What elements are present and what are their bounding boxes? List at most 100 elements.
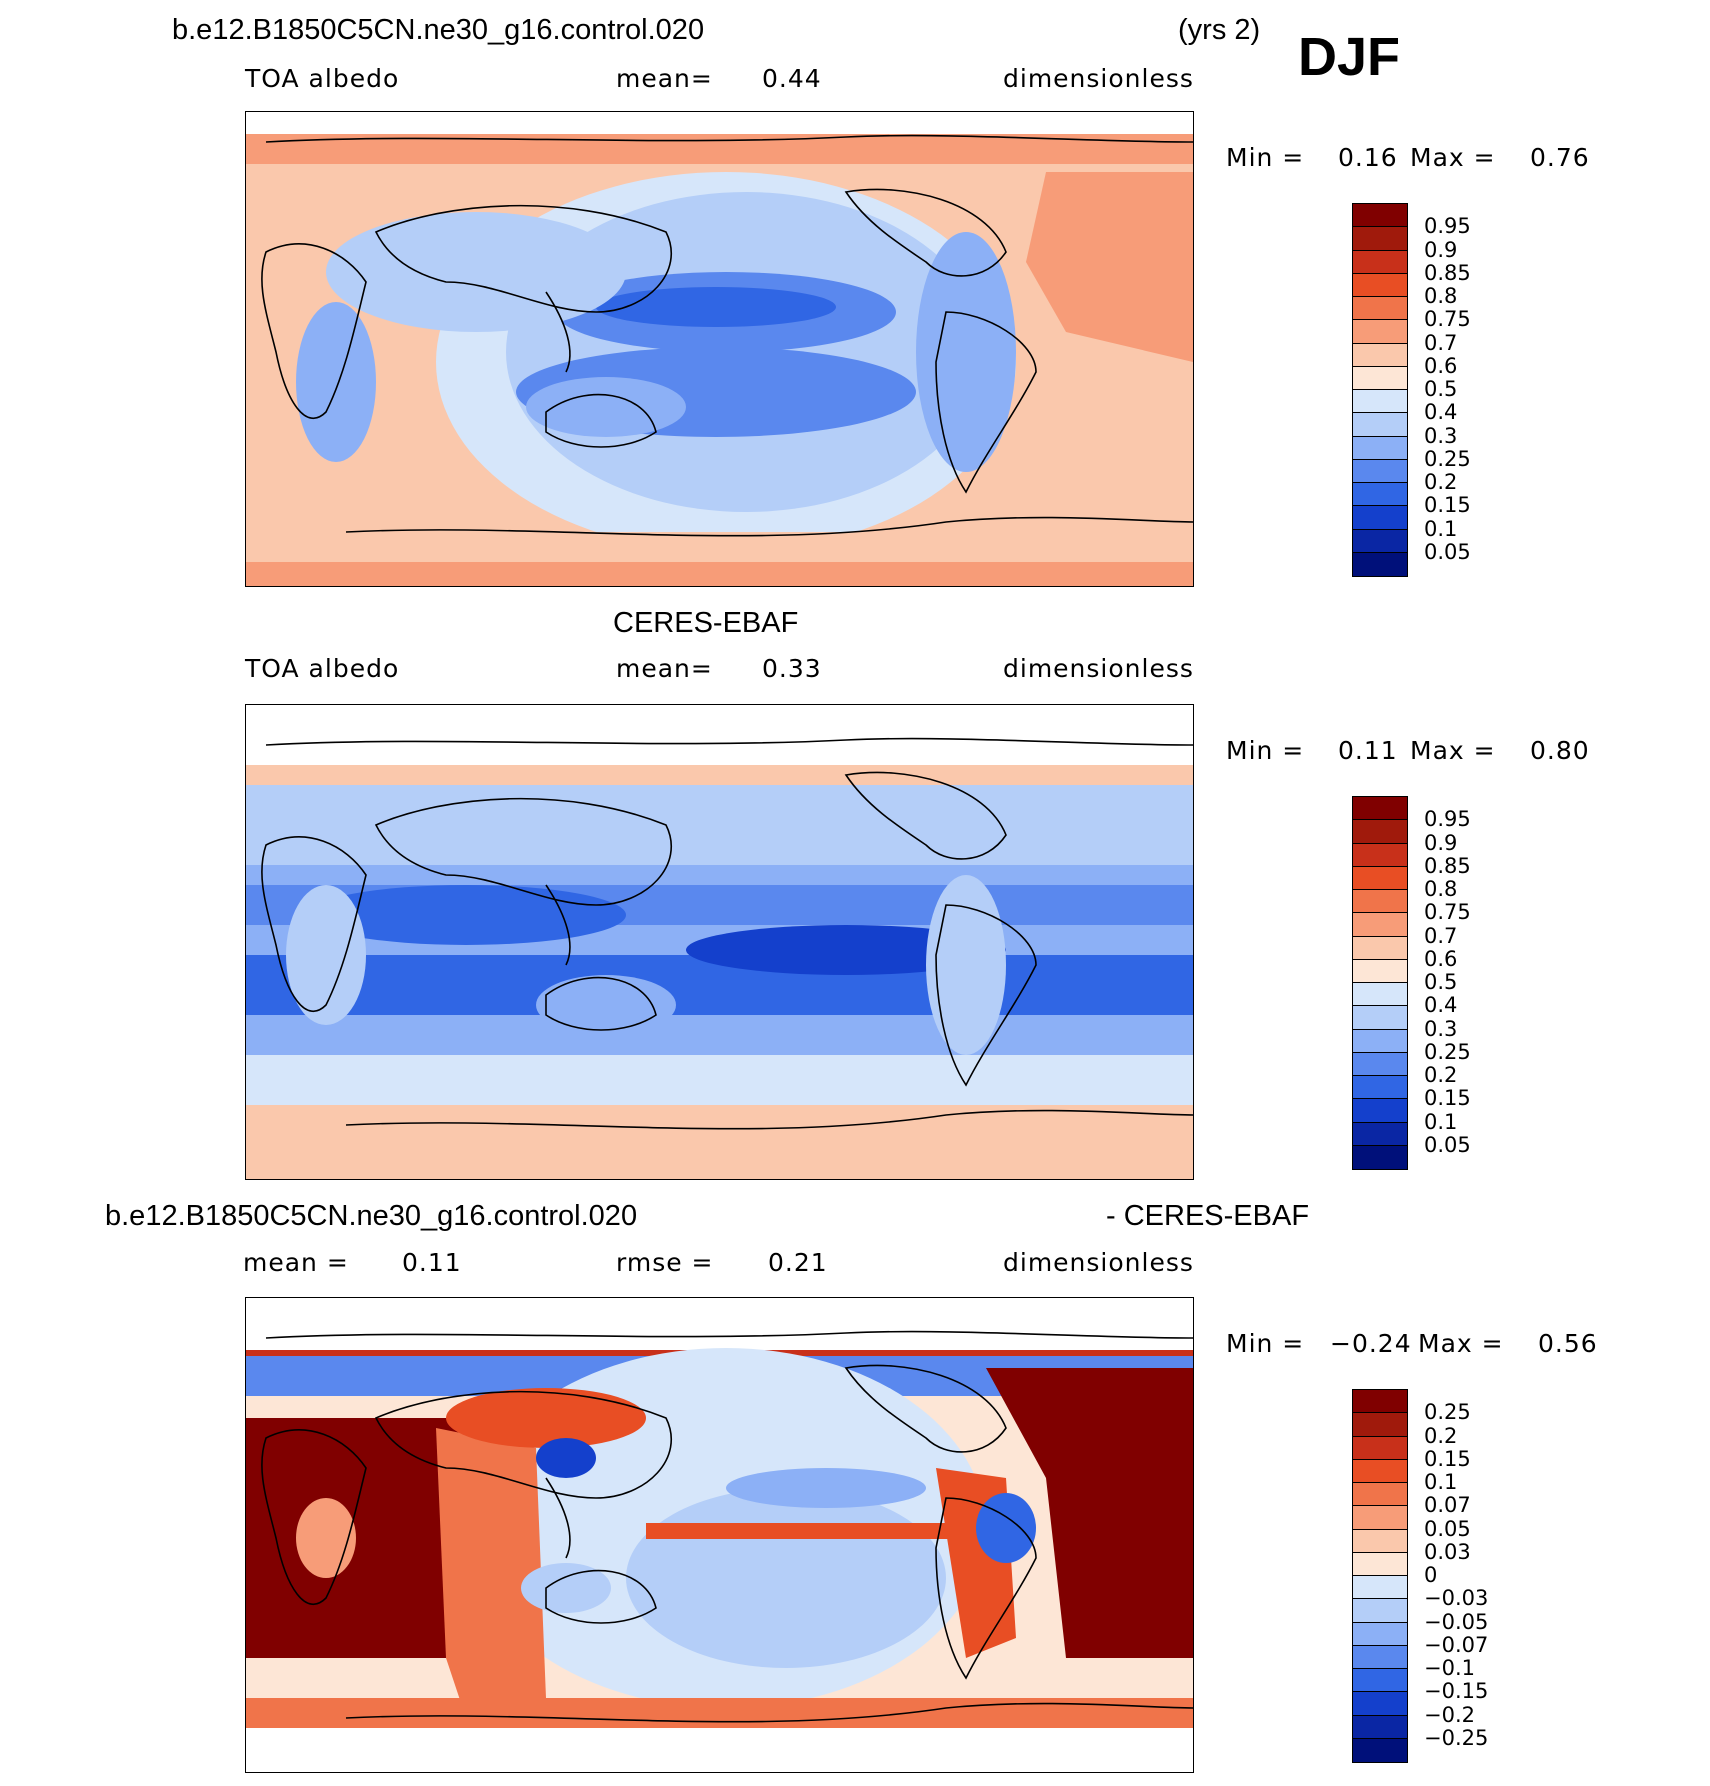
colorbar-swatch [1353, 1459, 1407, 1483]
colorbar-swatch [1353, 936, 1407, 960]
colorbar-swatch [1353, 552, 1407, 576]
colorbar-swatch [1353, 390, 1407, 414]
colorbar-swatch [1353, 1122, 1407, 1146]
colorbar-swatch [1353, 506, 1407, 530]
colorbar-swatch [1353, 866, 1407, 890]
colorbar-tick-label: 0.7 [1424, 330, 1458, 355]
colorbar-swatch [1353, 1076, 1407, 1100]
panel3-max-value: 0.56 [1538, 1329, 1598, 1358]
colorbar-swatch [1353, 273, 1407, 297]
colorbar-swatch [1353, 1669, 1407, 1693]
colorbar-swatch [1353, 1506, 1407, 1530]
colorbar-tick-label: 0.05 [1424, 539, 1471, 564]
colorbar-swatch [1353, 1052, 1407, 1076]
colorbar-swatch [1353, 1622, 1407, 1646]
colorbar-tick-label: 0.05 [1424, 1516, 1471, 1541]
colorbar-swatch [1353, 797, 1407, 821]
panel2-mean-value: 0.33 [762, 654, 822, 683]
season-label: DJF [1298, 27, 1401, 87]
colorbar-tick-label: −0.1 [1424, 1656, 1475, 1680]
panel3-min-label: Min = [1226, 1329, 1305, 1358]
colorbar-swatch [1353, 1715, 1407, 1739]
panel2-mean-label: mean= [616, 654, 713, 683]
colorbar-tick-label: 0.25 [1424, 1039, 1471, 1064]
panel1-max-value: 0.76 [1530, 143, 1590, 172]
colorbar-tick-label: −0.25 [1424, 1725, 1489, 1750]
colorbar-tick-label: 0.3 [1424, 1016, 1458, 1041]
panel2-title: CERES-EBAF [613, 607, 799, 639]
colorbar-swatch [1353, 459, 1407, 483]
colorbar-tick-label: 0.85 [1424, 260, 1471, 285]
colorbar-swatch [1353, 1599, 1407, 1623]
panel3-units: dimensionless [1003, 1248, 1194, 1277]
colorbar-swatch [1353, 227, 1407, 251]
colorbar-tick-label: 0.07 [1424, 1493, 1471, 1518]
colorbar-tick-label: 0.15 [1424, 1086, 1471, 1111]
colorbar-tick-label: 0.5 [1424, 377, 1458, 401]
colorbar-swatch [1353, 250, 1407, 274]
colorbar-tick-label: 0.8 [1424, 284, 1458, 308]
panel3-title: b.e12.B1850C5CN.ne30_g16.control.020 [105, 1200, 638, 1232]
panel3-rmse-label: rmse = [616, 1248, 714, 1277]
colorbar-tick-label: 0.4 [1424, 993, 1458, 1018]
colorbar-tick-label: 0.8 [1424, 877, 1458, 901]
panel3-title-right: - CERES-EBAF [1106, 1200, 1310, 1232]
panel2-var-label: TOA albedo [245, 654, 400, 683]
panel2-map [245, 704, 1194, 1180]
years-label: (yrs 2) [1178, 14, 1261, 46]
panel2-max-value: 0.80 [1530, 736, 1590, 765]
colorbar-tick-label: −0.07 [1424, 1632, 1489, 1657]
case-title: b.e12.B1850C5CN.ne30_g16.control.020 [172, 14, 705, 46]
colorbar-tick-label: 0 [1424, 1563, 1438, 1587]
colorbar-tick-label: 0.25 [1424, 1400, 1471, 1425]
colorbar-swatch [1353, 529, 1407, 553]
colorbar-tick-label: 0.15 [1424, 1446, 1471, 1471]
colorbar-swatch [1353, 1390, 1407, 1414]
colorbar-tick-label: 0.25 [1424, 446, 1471, 471]
colorbar-swatch [1353, 1483, 1407, 1507]
panel3-min-value: −0.24 [1330, 1329, 1412, 1358]
panel1-map [245, 111, 1194, 587]
colorbar-tick-label: 0.1 [1424, 516, 1458, 541]
panel1-units: dimensionless [1003, 64, 1194, 93]
colorbar-tick-label: 0.2 [1424, 1063, 1458, 1087]
colorbar-swatch [1353, 983, 1407, 1007]
colorbar-tick-label: 0.9 [1424, 830, 1458, 855]
colorbar-swatch [1353, 890, 1407, 914]
colorbar-tick-label: 0.2 [1424, 470, 1458, 494]
colorbar-swatch [1353, 483, 1407, 507]
colorbar-swatch [1353, 959, 1407, 983]
colorbar-tick-label: −0.03 [1424, 1586, 1489, 1611]
colorbar-tick-label: 0.1 [1424, 1470, 1458, 1494]
panel2-units: dimensionless [1003, 654, 1194, 683]
panel2-colorbar [1352, 796, 1408, 1170]
colorbar-tick-label: −0.15 [1424, 1679, 1489, 1704]
colorbar-tick-label: −0.2 [1424, 1702, 1475, 1727]
colorbar-tick-label: 0.5 [1424, 970, 1458, 994]
colorbar-tick-label: 0.6 [1424, 946, 1458, 971]
colorbar-tick-label: 0.6 [1424, 353, 1458, 378]
panel3-map [245, 1297, 1194, 1773]
colorbar-tick-label: 0.1 [1424, 1109, 1458, 1134]
colorbar-tick-label: 0.2 [1424, 1423, 1458, 1448]
colorbar-tick-label: 0.9 [1424, 237, 1458, 262]
colorbar-swatch [1353, 204, 1407, 228]
colorbar-tick-label: 0.4 [1424, 400, 1458, 425]
colorbar-swatch [1353, 343, 1407, 367]
colorbar-swatch [1353, 1738, 1407, 1762]
colorbar-tick-label: 0.95 [1424, 807, 1471, 832]
colorbar-swatch [1353, 366, 1407, 390]
colorbar-swatch [1353, 1099, 1407, 1123]
colorbar-swatch [1353, 1692, 1407, 1716]
panel2-min-value: 0.11 [1338, 736, 1398, 765]
colorbar-tick-label: 0.03 [1424, 1539, 1471, 1564]
panel1-var-label: TOA albedo [245, 64, 400, 93]
colorbar-tick-label: 0.95 [1424, 214, 1471, 239]
panel1-min-label: Min = [1226, 143, 1305, 172]
colorbar-swatch [1353, 1529, 1407, 1553]
panel1-min-value: 0.16 [1338, 143, 1398, 172]
panel3-mean-value: 0.11 [402, 1248, 462, 1277]
panel3-rmse-value: 0.21 [768, 1248, 828, 1277]
panel1-max-label: Max = [1410, 143, 1496, 172]
panel2-min-label: Min = [1226, 736, 1305, 765]
